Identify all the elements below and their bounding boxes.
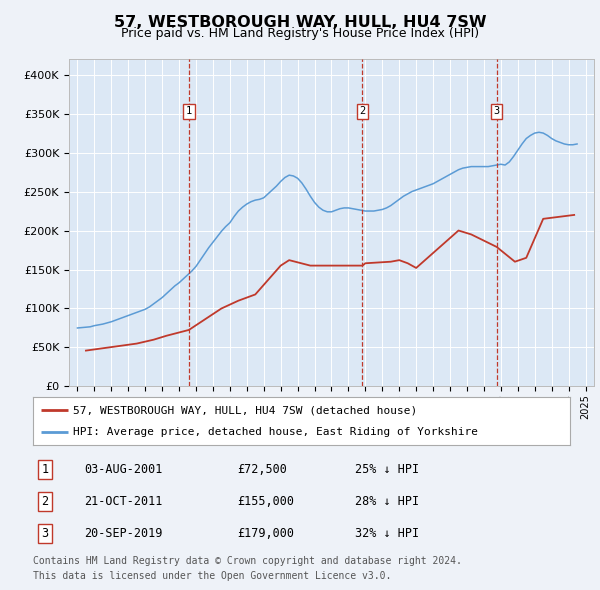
Text: 57, WESTBOROUGH WAY, HULL, HU4 7SW: 57, WESTBOROUGH WAY, HULL, HU4 7SW bbox=[114, 15, 486, 30]
Text: 20-SEP-2019: 20-SEP-2019 bbox=[84, 527, 163, 540]
Text: 25% ↓ HPI: 25% ↓ HPI bbox=[355, 463, 419, 476]
Text: 2: 2 bbox=[41, 495, 49, 508]
Text: 03-AUG-2001: 03-AUG-2001 bbox=[84, 463, 163, 476]
Text: 28% ↓ HPI: 28% ↓ HPI bbox=[355, 495, 419, 508]
Text: £155,000: £155,000 bbox=[237, 495, 294, 508]
Text: £72,500: £72,500 bbox=[237, 463, 287, 476]
Text: 32% ↓ HPI: 32% ↓ HPI bbox=[355, 527, 419, 540]
Text: 1: 1 bbox=[186, 106, 192, 116]
Text: Price paid vs. HM Land Registry's House Price Index (HPI): Price paid vs. HM Land Registry's House … bbox=[121, 27, 479, 40]
Text: £179,000: £179,000 bbox=[237, 527, 294, 540]
Text: 2: 2 bbox=[359, 106, 365, 116]
Text: HPI: Average price, detached house, East Riding of Yorkshire: HPI: Average price, detached house, East… bbox=[73, 427, 478, 437]
Text: This data is licensed under the Open Government Licence v3.0.: This data is licensed under the Open Gov… bbox=[33, 571, 391, 581]
Text: 3: 3 bbox=[493, 106, 500, 116]
Text: 3: 3 bbox=[41, 527, 49, 540]
Text: 1: 1 bbox=[41, 463, 49, 476]
Text: 57, WESTBOROUGH WAY, HULL, HU4 7SW (detached house): 57, WESTBOROUGH WAY, HULL, HU4 7SW (deta… bbox=[73, 405, 418, 415]
Text: 21-OCT-2011: 21-OCT-2011 bbox=[84, 495, 163, 508]
Text: Contains HM Land Registry data © Crown copyright and database right 2024.: Contains HM Land Registry data © Crown c… bbox=[33, 556, 462, 566]
